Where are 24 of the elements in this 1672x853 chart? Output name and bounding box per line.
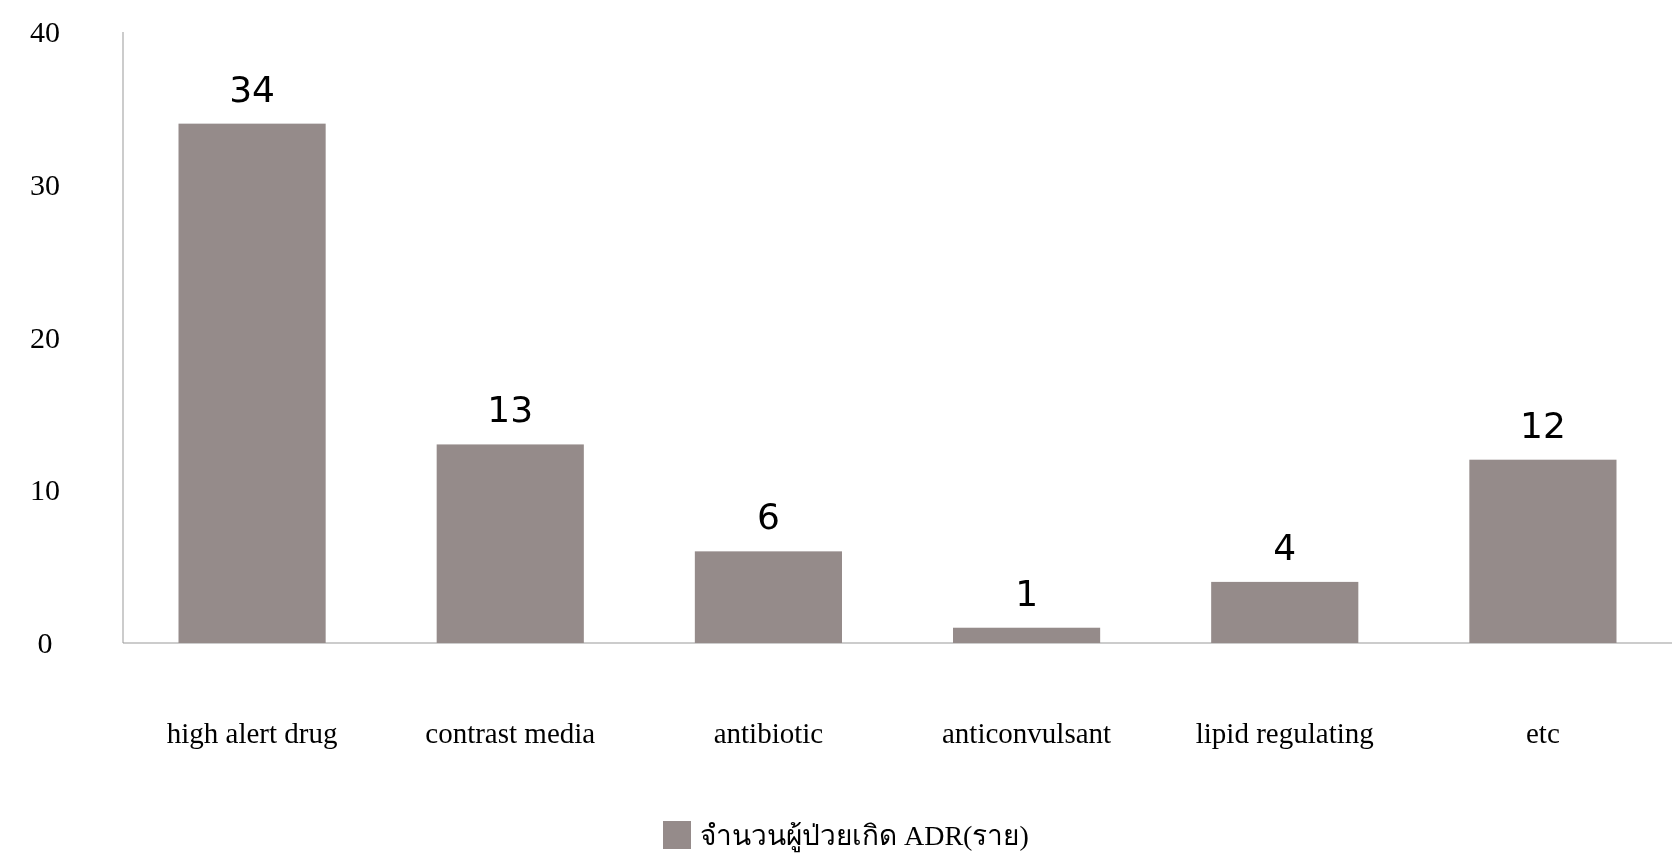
bar [953,627,1101,643]
bar [1211,581,1359,643]
data-label: 6 [756,496,780,538]
y-tick-label: 30 [30,167,60,201]
x-tick-label: antibiotic [713,717,824,749]
bar [178,123,326,643]
data-label: 34 [229,68,275,110]
x-tick-label: contrast media [425,717,596,749]
data-label: 4 [1273,526,1297,568]
legend-label: จำนวนผู้ป่วยเกิด ADR(ราย) [700,820,1029,853]
x-tick-label: etc [1526,717,1560,749]
x-tick-label: lipid regulating [1195,717,1374,749]
y-tick-label: 10 [30,473,60,507]
bar [436,444,584,643]
x-tick-label: anticonvulsant [942,717,1112,749]
bar [1469,459,1617,643]
y-tick-label: 20 [30,320,60,354]
data-label: 1 [1015,572,1039,614]
x-tick-label: high alert drug [166,717,338,749]
y-tick-label: 0 [37,626,53,659]
y-tick-label: 40 [30,15,60,48]
bar [694,551,842,643]
data-label: 12 [1520,404,1566,446]
data-label: 13 [487,389,534,431]
